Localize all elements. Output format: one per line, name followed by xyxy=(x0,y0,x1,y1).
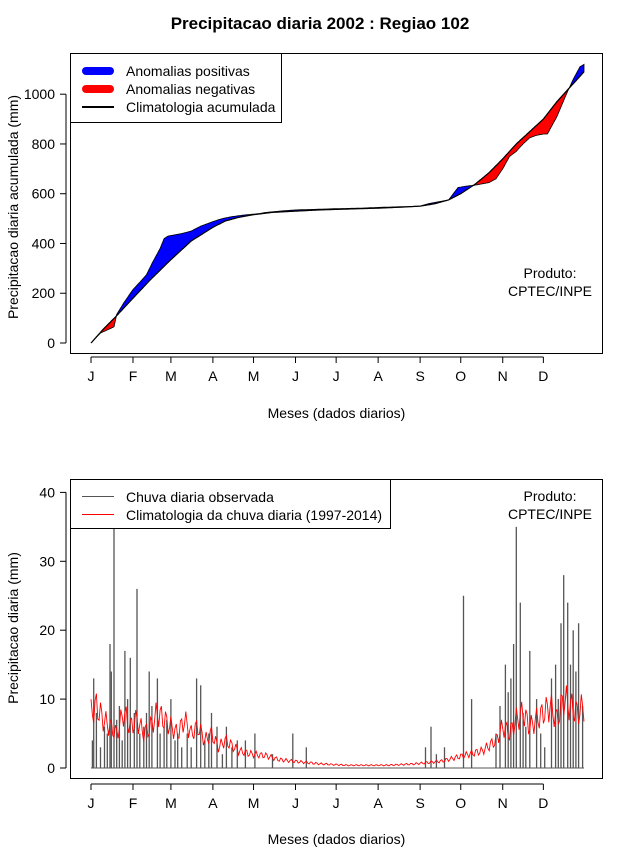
top-y-tick-label: 0 xyxy=(47,335,55,351)
top-x-tick-label: N xyxy=(498,368,508,384)
bottom-x-tick-label: J xyxy=(333,795,340,811)
top-x-tick-label: J xyxy=(88,368,95,384)
cumulative-plot-area xyxy=(70,53,603,354)
bottom-x-tick-label: O xyxy=(455,795,466,811)
bottom-x-axis-label: Meses (dados diarios) xyxy=(267,831,406,847)
top-x-tick-label: A xyxy=(208,368,218,384)
bottom-legend: Chuva diaria observada Climatologia da c… xyxy=(70,479,391,529)
chart-title: Precipitacao diaria 2002 : Regiao 102 xyxy=(170,14,470,33)
credit-line-2: CPTEC/INPE xyxy=(507,506,592,522)
top-y-tick-label: 200 xyxy=(32,285,56,301)
legend-swatch-positive xyxy=(82,66,114,75)
bottom-x-tick-label: A xyxy=(373,795,383,811)
legend-label-positive: Anomalias positivas xyxy=(126,62,250,79)
bottom-y-tick-label: 10 xyxy=(39,691,55,707)
bottom-credit: Produto: CPTEC/INPE xyxy=(500,487,600,523)
top-y-tick-label: 400 xyxy=(32,235,56,251)
bottom-x-tick-label: N xyxy=(498,795,508,811)
bottom-x-tick-label: S xyxy=(415,795,424,811)
bottom-y-tick-label: 40 xyxy=(39,484,55,500)
top-y-tick-label: 600 xyxy=(32,186,56,202)
legend-item-climatology: Climatologia acumulada xyxy=(71,98,275,115)
legend-label-observed: Chuva diaria observada xyxy=(126,488,274,505)
bottom-y-axis-label: Precipitacao diaria (mm) xyxy=(5,552,21,704)
credit-line-2: CPTEC/INPE xyxy=(507,283,592,299)
top-y-tick-label: 1000 xyxy=(24,86,55,102)
top-legend: Anomalias positivas Anomalias negativas … xyxy=(70,53,282,123)
climatology-daily-line xyxy=(90,685,585,767)
legend-swatch-climatology xyxy=(82,105,114,108)
top-x-tick-label: J xyxy=(333,368,340,384)
legend-swatch-negative xyxy=(82,84,114,93)
top-x-tick-label: F xyxy=(129,368,138,384)
legend-item-observed: Chuva diaria observada xyxy=(71,488,274,505)
legend-swatch-observed xyxy=(82,496,114,497)
legend-label-negative: Anomalias negativas xyxy=(126,80,256,97)
top-x-tick-label: S xyxy=(415,368,424,384)
climatology-cumulative-line xyxy=(90,71,585,344)
top-x-tick-label: O xyxy=(455,368,466,384)
credit-line-1: Produto: xyxy=(523,265,577,281)
top-x-tick-label: M xyxy=(165,368,177,384)
legend-label-climatology-daily: Climatologia da chuva diaria (1997-2014) xyxy=(126,506,383,523)
bottom-x-tick-label: M xyxy=(165,795,177,811)
legend-item-negative: Anomalias negativas xyxy=(71,80,255,97)
top-y-tick-label: 800 xyxy=(32,136,56,152)
bottom-x-tick-label: J xyxy=(88,795,95,811)
bottom-x-tick-label: J xyxy=(292,795,299,811)
bottom-x-tick-label: F xyxy=(129,795,138,811)
bottom-y-tick-label: 30 xyxy=(39,553,55,569)
top-credit: Produto: CPTEC/INPE xyxy=(500,264,600,300)
bottom-x-tick-label: D xyxy=(538,795,548,811)
bottom-x-tick-label: M xyxy=(248,795,260,811)
credit-line-1: Produto: xyxy=(523,488,577,504)
top-x-tick-label: J xyxy=(292,368,299,384)
bottom-y-tick-label: 0 xyxy=(47,760,55,776)
legend-item-climatology-daily: Climatologia da chuva diaria (1997-2014) xyxy=(71,506,382,523)
top-x-tick-label: A xyxy=(373,368,383,384)
top-x-axis-label: Meses (dados diarios) xyxy=(267,405,406,421)
legend-swatch-climatology-daily xyxy=(82,514,114,515)
legend-label-climatology: Climatologia acumulada xyxy=(126,98,276,115)
bottom-x-tick-label: A xyxy=(208,795,218,811)
top-x-tick-label: M xyxy=(248,368,260,384)
bottom-y-tick-label: 20 xyxy=(39,622,55,638)
legend-item-positive: Anomalias positivas xyxy=(71,62,250,79)
top-x-tick-label: D xyxy=(538,368,548,384)
